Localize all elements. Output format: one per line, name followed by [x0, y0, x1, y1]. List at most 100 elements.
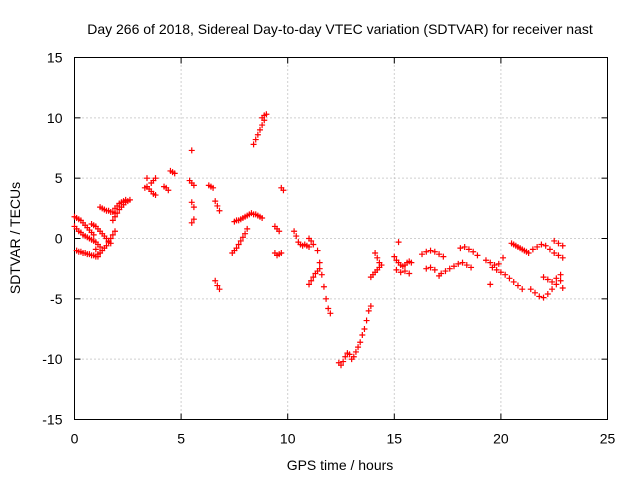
data-point	[306, 243, 313, 250]
data-point	[559, 242, 566, 249]
data-point	[357, 339, 364, 346]
data-point	[97, 243, 104, 250]
data-point	[256, 126, 263, 133]
data-point	[338, 362, 344, 369]
data-point	[502, 271, 509, 278]
x-tick-label: 25	[600, 431, 616, 447]
data-point	[457, 245, 464, 252]
y-tick-label: -5	[50, 291, 63, 307]
data-point	[431, 266, 438, 273]
data-point	[152, 192, 159, 199]
y-tick-labels: -15 -10 -5 0 5 10 15	[42, 50, 62, 428]
data-point	[114, 210, 121, 217]
data-point	[109, 217, 116, 224]
data-point	[190, 204, 197, 211]
data-point	[278, 249, 285, 256]
data-point	[517, 245, 524, 252]
data-point	[237, 237, 244, 244]
data-point	[212, 198, 219, 205]
data-point	[546, 246, 553, 253]
data-point	[489, 264, 496, 271]
data-point	[188, 147, 195, 154]
data-point	[376, 259, 383, 266]
data-point	[212, 277, 219, 284]
plot-frame	[74, 57, 608, 420]
data-point	[107, 235, 114, 242]
data-point	[482, 257, 489, 264]
data-point	[527, 286, 534, 293]
data-point	[318, 271, 325, 278]
data-point	[363, 317, 370, 324]
data-point	[165, 187, 172, 194]
data-point	[316, 265, 323, 272]
data-point	[252, 136, 259, 143]
data-points	[71, 111, 566, 369]
data-point	[320, 283, 327, 290]
data-point	[254, 131, 261, 138]
data-point	[109, 231, 116, 238]
data-point	[393, 266, 400, 273]
data-point	[327, 310, 334, 317]
data-point	[276, 228, 283, 235]
data-point	[152, 175, 159, 182]
data-point	[532, 289, 539, 296]
data-point	[461, 243, 468, 250]
data-point	[233, 245, 240, 252]
data-point	[401, 268, 408, 275]
data-point	[450, 263, 457, 270]
data-point	[361, 326, 368, 332]
data-point	[214, 202, 221, 209]
data-point	[359, 332, 366, 339]
data-point	[474, 252, 481, 259]
data-point	[459, 259, 466, 266]
data-point	[352, 348, 359, 355]
data-point	[216, 207, 223, 214]
data-point	[188, 219, 195, 226]
data-point	[323, 295, 330, 302]
data-point	[367, 303, 374, 310]
data-point	[350, 353, 357, 360]
data-point	[92, 246, 99, 253]
data-point	[553, 281, 560, 288]
data-point	[103, 242, 110, 249]
data-point	[242, 230, 249, 237]
y-tick-label: 10	[47, 110, 63, 126]
x-tick-label: 10	[280, 431, 296, 447]
data-point	[553, 275, 560, 282]
x-tick-label: 20	[493, 431, 509, 447]
data-point	[506, 275, 513, 282]
data-point	[549, 278, 556, 285]
x-tick-label: 5	[177, 431, 185, 447]
data-point	[308, 237, 315, 244]
data-point	[190, 182, 197, 189]
y-tick-label: -15	[42, 412, 62, 428]
data-point	[497, 269, 504, 276]
data-point	[559, 254, 566, 261]
data-point	[540, 274, 547, 281]
x-tick-label: 0	[71, 431, 79, 447]
data-point	[408, 259, 415, 266]
data-point	[310, 241, 317, 248]
data-point	[342, 353, 349, 360]
x-tick-labels: 0 5 10 15 20 25	[71, 431, 616, 447]
data-point	[551, 249, 558, 256]
data-point	[544, 276, 551, 283]
data-point	[105, 239, 112, 246]
x-axis-label: GPS time / hours	[287, 457, 394, 473]
data-point	[188, 199, 195, 206]
grid-lines	[74, 57, 608, 420]
data-point	[259, 122, 266, 129]
data-point	[278, 184, 285, 191]
data-point	[250, 141, 257, 148]
data-point	[235, 241, 242, 248]
data-point	[391, 253, 398, 260]
data-point	[316, 259, 323, 266]
data-point	[463, 262, 470, 269]
data-point	[310, 274, 317, 281]
data-point	[340, 358, 347, 365]
data-point	[521, 247, 528, 254]
data-point	[314, 247, 321, 254]
data-point	[500, 254, 507, 261]
data-point	[112, 228, 119, 235]
data-point	[263, 111, 270, 118]
